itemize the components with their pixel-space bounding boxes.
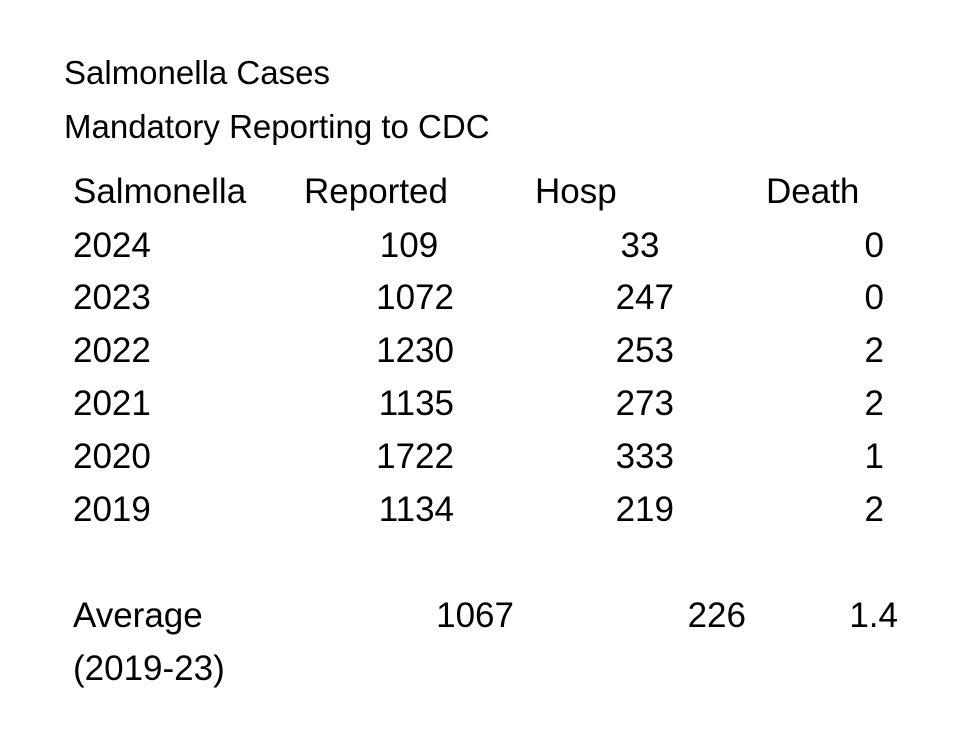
header-reported: Reported [304,172,448,211]
row-2021-year: 2021 [73,384,151,423]
header-salmonella: Salmonella [73,172,247,211]
row-2019-hosp: 219 [615,490,674,529]
row-2020-year: 2020 [73,437,151,476]
row-2020-death: 1 [864,437,884,476]
row-2022-reported: 1230 [376,331,454,370]
row-2024-year: 2024 [73,226,151,265]
row-2021-death: 2 [864,384,884,423]
row-2020-reported: 1722 [376,437,454,476]
header-death: Death [766,172,860,211]
row-2019-reported: 1134 [378,490,454,529]
row-2021-reported: 1135 [378,384,454,423]
row-2023-hosp: 247 [615,278,674,317]
average-hosp: 226 [687,596,746,635]
row-2021-hosp: 273 [615,384,674,423]
average-death: 1.4 [849,596,898,635]
row-2022-death: 2 [864,331,884,370]
row-2019-year: 2019 [73,490,151,529]
row-2022-year: 2022 [73,331,151,370]
title-line-2: Mandatory Reporting to CDC [64,108,490,145]
title-line-1: Salmonella Cases [64,54,330,91]
row-2024-hosp: 33 [620,226,660,265]
row-2023-death: 0 [864,278,884,317]
average-period: (2019-23) [73,649,225,688]
row-2023-reported: 1072 [376,278,454,317]
row-2024-reported: 109 [379,226,439,265]
row-2019-death: 2 [864,490,884,529]
average-label: Average [73,596,203,635]
row-2022-hosp: 253 [615,331,674,370]
row-2020-hosp: 333 [615,437,674,476]
row-2023-year: 2023 [73,278,151,317]
row-2024-death: 0 [864,226,884,265]
average-reported: 1067 [436,596,514,635]
header-hosp: Hosp [535,172,617,211]
